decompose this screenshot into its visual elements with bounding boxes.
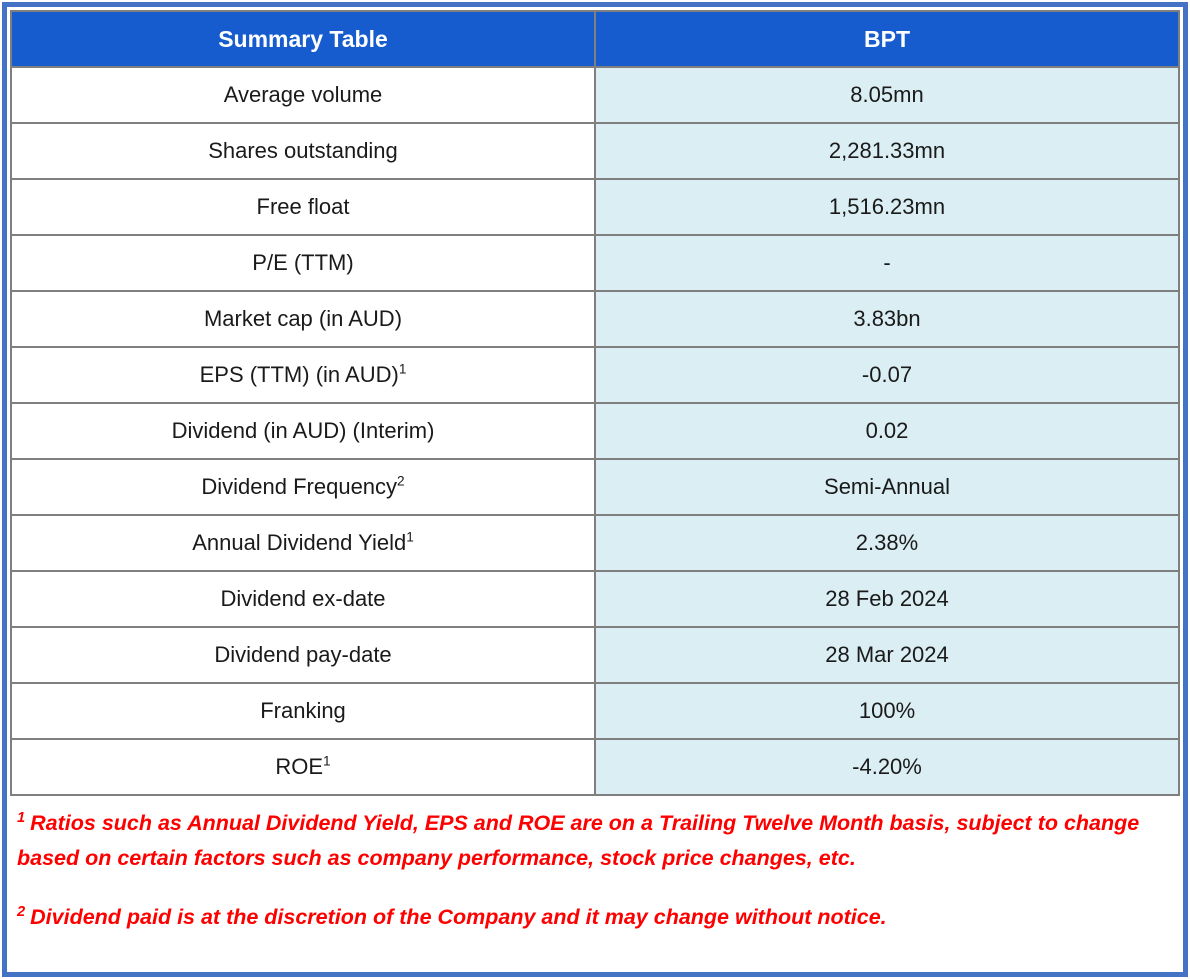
- row-value-cell: 0.02: [594, 402, 1180, 460]
- summary-table: Summary Table BPT Average volume 8.05mn …: [10, 10, 1180, 796]
- row-value: 28 Mar 2024: [825, 642, 949, 667]
- row-label-cell: Free float: [10, 178, 596, 236]
- table-row: Dividend (in AUD) (Interim) 0.02: [10, 402, 1180, 460]
- row-label: Dividend pay-date: [214, 642, 392, 667]
- footnote: 2 Dividend paid is at the discretion of t…: [17, 900, 1169, 935]
- header-row: Summary Table BPT: [10, 10, 1180, 68]
- row-value-cell: 8.05mn: [594, 66, 1180, 124]
- row-value-cell: 2.38%: [594, 514, 1180, 572]
- row-label: Free float: [256, 194, 350, 219]
- table-row: Average volume 8.05mn: [10, 66, 1180, 124]
- table-row: P/E (TTM) -: [10, 234, 1180, 292]
- row-value-cell: -4.20%: [594, 738, 1180, 796]
- footnote: 1 Ratios such as Annual Dividend Yield, E…: [17, 806, 1169, 876]
- row-label: Market cap (in AUD): [203, 306, 403, 331]
- row-label-cell: Dividend Frequency2: [10, 458, 596, 516]
- row-label: Annual Dividend Yield: [192, 530, 407, 555]
- row-label-cell: Dividend pay-date: [10, 626, 596, 684]
- row-value-cell: 1,516.23mn: [594, 178, 1180, 236]
- row-label-cell: Annual Dividend Yield1: [10, 514, 596, 572]
- header-ticker-bpt: BPT: [594, 10, 1180, 68]
- row-label-cell: Market cap (in AUD): [10, 290, 596, 348]
- row-value-cell: 28 Mar 2024: [594, 626, 1180, 684]
- row-label: Dividend ex-date: [220, 586, 386, 611]
- row-label: EPS (TTM) (in AUD): [199, 362, 399, 387]
- row-value-cell: -: [594, 234, 1180, 292]
- row-label: Dividend Frequency: [201, 474, 398, 499]
- table-body: Average volume 8.05mn Shares outstanding…: [10, 66, 1180, 796]
- row-value: 100%: [858, 698, 916, 723]
- footnote-superscript: 1: [17, 809, 26, 826]
- row-value: 2,281.33mn: [828, 138, 946, 163]
- row-value-cell: 28 Feb 2024: [594, 570, 1180, 628]
- row-value: 3.83bn: [853, 306, 921, 331]
- row-label-cell: EPS (TTM) (in AUD)1: [10, 346, 596, 404]
- row-label-cell: Average volume: [10, 66, 596, 124]
- table-row: ROE1 -4.20%: [10, 738, 1180, 796]
- row-label: Franking: [260, 698, 346, 723]
- row-value-cell: -0.07: [594, 346, 1180, 404]
- row-superscript: 1: [398, 361, 407, 377]
- row-label: ROE: [275, 754, 324, 779]
- row-value: -0.07: [861, 362, 913, 387]
- footnote-superscript: 2: [17, 903, 26, 920]
- row-label-cell: ROE1: [10, 738, 596, 796]
- table-row: Annual Dividend Yield1 2.38%: [10, 514, 1180, 572]
- row-value-cell: 2,281.33mn: [594, 122, 1180, 180]
- row-value: 1,516.23mn: [828, 194, 946, 219]
- row-label: Average volume: [223, 82, 383, 107]
- table-row: Free float 1,516.23mn: [10, 178, 1180, 236]
- footnote-text: Ratios such as Annual Dividend Yield, EP…: [17, 811, 1140, 870]
- row-value: 2.38%: [855, 530, 919, 555]
- table-row: Dividend Frequency2 Semi-Annual: [10, 458, 1180, 516]
- row-value: -: [883, 250, 891, 275]
- row-label: Shares outstanding: [208, 138, 398, 163]
- row-value-cell: Semi-Annual: [594, 458, 1180, 516]
- footnote-text: Dividend paid is at the discretion of th…: [30, 904, 887, 929]
- row-value: Semi-Annual: [824, 474, 950, 499]
- table-row: Franking 100%: [10, 682, 1180, 740]
- row-superscript: 1: [406, 529, 414, 545]
- row-label-cell: Dividend ex-date: [10, 570, 596, 628]
- row-label: P/E (TTM): [252, 250, 354, 275]
- row-superscript: 1: [323, 753, 331, 769]
- header-summary-table: Summary Table: [10, 10, 596, 68]
- row-label-cell: Shares outstanding: [10, 122, 596, 180]
- footnotes-section: 1 Ratios such as Annual Dividend Yield, E…: [7, 796, 1183, 934]
- row-value: -4.20%: [852, 754, 922, 779]
- row-value: 0.02: [865, 418, 909, 443]
- row-value: 28 Feb 2024: [825, 586, 949, 611]
- table-row: Market cap (in AUD) 3.83bn: [10, 290, 1180, 348]
- table-row: Dividend ex-date 28 Feb 2024: [10, 570, 1180, 628]
- row-value-cell: 3.83bn: [594, 290, 1180, 348]
- row-value-cell: 100%: [594, 682, 1180, 740]
- row-label-cell: Dividend (in AUD) (Interim): [10, 402, 596, 460]
- row-label-cell: P/E (TTM): [10, 234, 596, 292]
- row-label-cell: Franking: [10, 682, 596, 740]
- table-row: Dividend pay-date 28 Mar 2024: [10, 626, 1180, 684]
- table-row: EPS (TTM) (in AUD)1 -0.07: [10, 346, 1180, 404]
- row-label: Dividend (in AUD) (Interim): [171, 418, 435, 443]
- table-row: Shares outstanding 2,281.33mn: [10, 122, 1180, 180]
- row-value: 8.05mn: [850, 82, 924, 107]
- row-superscript: 2: [397, 473, 405, 489]
